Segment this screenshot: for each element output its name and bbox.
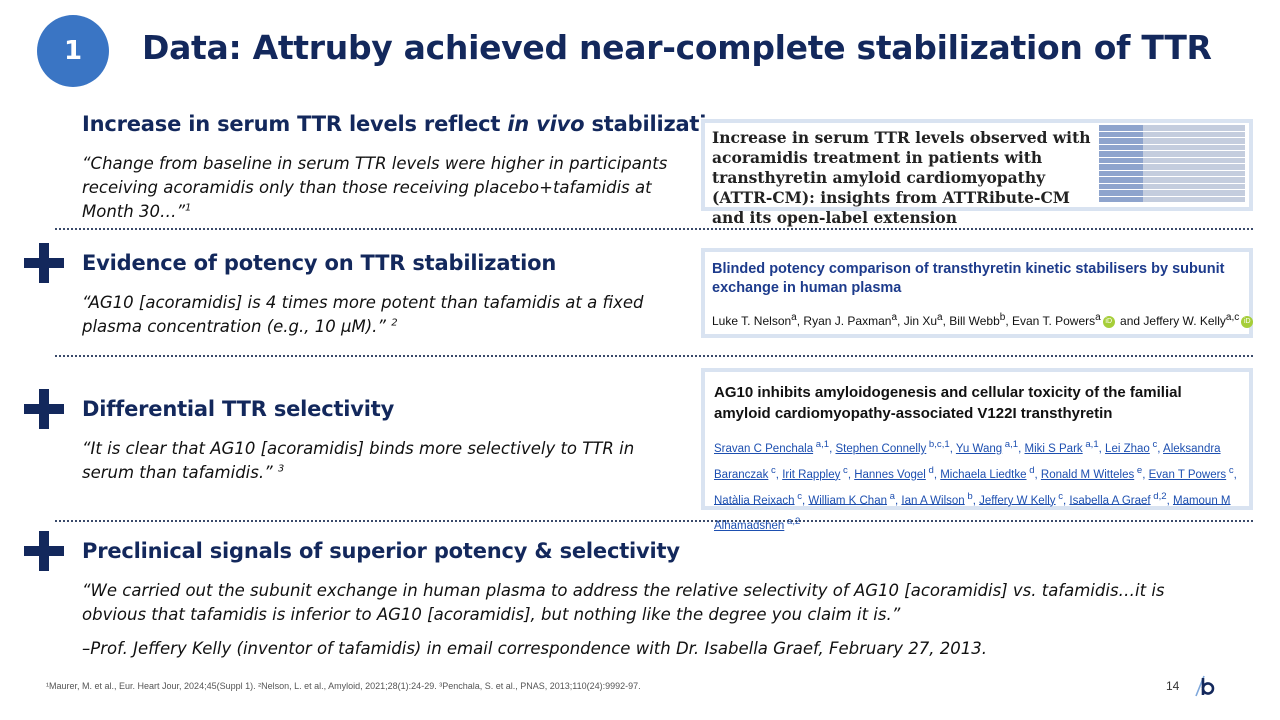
quote-text: “Change from baseline in serum TTR level… xyxy=(82,154,668,221)
author-link[interactable]: Ronald M Witteles xyxy=(1040,468,1135,481)
author-name: Luke T. Nelson xyxy=(712,314,792,328)
slide-title: Data: Attruby achieved near-complete sta… xyxy=(142,28,1212,67)
author-name: Bill Webb xyxy=(949,314,1000,328)
author-affiliation: b,c,1 xyxy=(926,439,950,450)
section-heading-serum-ttr: Increase in serum TTR levels reflect in … xyxy=(82,112,735,136)
author-link[interactable]: William K Chan xyxy=(808,494,887,507)
quote-kelly: “We carried out the subunit exchange in … xyxy=(82,581,1165,624)
author-link[interactable]: Mamoun M Alhamadsheh xyxy=(714,494,1231,533)
paper-card-attribute: Increase in serum TTR levels observed wi… xyxy=(701,119,1253,227)
author-link[interactable]: Lei Zhao xyxy=(1105,442,1150,455)
author-affiliation: a xyxy=(887,490,895,502)
plus-icon xyxy=(24,243,64,283)
orcid-icon[interactable]: iD xyxy=(1241,315,1254,328)
author-link[interactable]: Isabella A Graef xyxy=(1069,494,1151,507)
author-list-thumbnail xyxy=(1099,125,1245,205)
paper-card-penchala: AG10 inhibits amyloidogenesis and cellul… xyxy=(701,368,1253,532)
author-affiliation: a,1 xyxy=(1082,439,1099,450)
paper-title: Blinded potency comparison of transthyre… xyxy=(712,261,1225,296)
author-affiliation: a,1 xyxy=(813,439,830,450)
author-name: Jin Xu xyxy=(903,314,938,328)
author-link[interactable]: Aleksandra Baranczak xyxy=(714,442,1221,481)
author-affiliation: c xyxy=(768,464,776,476)
author-link[interactable]: Sravan C Penchala xyxy=(714,442,814,455)
author-affiliation: c xyxy=(1226,464,1234,476)
quote-attribution: –Prof. Jeffery Kelly (inventor of tafami… xyxy=(82,639,987,658)
author-affiliation: e xyxy=(1134,464,1143,476)
author-affiliation: c xyxy=(1055,490,1064,502)
author-affiliation: a xyxy=(1095,312,1101,323)
author-affiliation: d xyxy=(925,464,934,476)
author-affiliation: c xyxy=(840,464,848,476)
plus-icon xyxy=(24,389,64,429)
author-affiliation: d,2 xyxy=(1150,490,1167,502)
page-number: 14 xyxy=(1166,679,1180,693)
author-link[interactable]: Michaela Liedtke xyxy=(940,468,1027,481)
section-heading-preclinical: Preclinical signals of superior potency … xyxy=(82,539,680,563)
author-affiliation: c xyxy=(794,490,802,502)
author-line: Luke T. Nelsona, Ryan J. Paxmana, Jin Xu… xyxy=(712,312,1255,328)
author-conjunction: and xyxy=(1120,314,1141,328)
quote-selectivity: “It is clear that AG10 [acoramidis] bind… xyxy=(82,437,682,485)
author-affiliation: a xyxy=(937,312,943,323)
author-link[interactable]: Yu Wang xyxy=(955,442,1003,455)
author-affiliation: b xyxy=(999,312,1006,323)
author-link[interactable]: Hannes Vogel xyxy=(854,468,926,481)
author-affiliation: a,1 xyxy=(1002,439,1019,450)
author-affiliation: b xyxy=(964,490,973,502)
author-affiliation: c xyxy=(1149,439,1158,450)
reference-marker: 1 xyxy=(185,202,192,214)
quote-text: “AG10 [acoramidis] is 4 times more poten… xyxy=(82,293,644,336)
author-link[interactable]: Jeffery W Kelly xyxy=(979,494,1056,507)
author-link[interactable]: Ian A Wilson xyxy=(901,494,965,507)
section-divider xyxy=(55,355,1253,357)
author-link[interactable]: Natàlia Reixach xyxy=(714,494,795,507)
paper-title: AG10 inhibits amyloidogenesis and cellul… xyxy=(714,384,1182,422)
author-affiliation: a xyxy=(791,312,797,323)
quote-serum-ttr: “Change from baseline in serum TTR level… xyxy=(82,152,694,224)
section-heading-potency: Evidence of potency on TTR stabilization xyxy=(82,251,557,275)
author-link[interactable]: Miki S Park xyxy=(1024,442,1083,455)
author-link[interactable]: Evan T Powers xyxy=(1148,468,1227,481)
author-affiliation: d xyxy=(1026,464,1035,476)
reference-marker: 3 xyxy=(277,463,285,475)
quote-text: “It is clear that AG10 [acoramidis] bind… xyxy=(82,439,635,482)
company-logo-icon xyxy=(1195,675,1215,697)
author-affiliation: a,c xyxy=(1225,312,1240,323)
heading-italic-text: in vivo xyxy=(507,112,585,136)
author-affiliation: a xyxy=(891,312,898,323)
orcid-icon[interactable]: iD xyxy=(1102,315,1115,328)
author-name: Jeffery W. Kelly xyxy=(1143,314,1226,328)
footnote-references: ¹Maurer, M. et al., Eur. Heart Jour, 202… xyxy=(46,681,641,691)
plus-icon xyxy=(24,531,64,571)
author-name: Ryan J. Paxman xyxy=(803,314,892,328)
author-link[interactable]: Irit Rappley xyxy=(782,468,841,481)
reference-marker: 2 xyxy=(391,317,398,329)
paper-card-nelson: Blinded potency comparison of transthyre… xyxy=(701,248,1255,338)
heading-text: Increase in serum TTR levels reflect xyxy=(82,112,508,136)
paper-title: Increase in serum TTR levels observed wi… xyxy=(712,128,1091,227)
section-heading-selectivity: Differential TTR selectivity xyxy=(82,397,395,421)
author-link[interactable]: Stephen Connelly xyxy=(835,442,927,455)
section-divider xyxy=(55,228,1253,230)
section-number-badge: 1 xyxy=(37,15,109,87)
quote-potency: “AG10 [acoramidis] is 4 times more poten… xyxy=(82,291,682,339)
author-list: Sravan C Penchala a,1, Stephen Connelly … xyxy=(714,439,1237,533)
author-name: Evan T. Powers xyxy=(1011,314,1096,328)
section-divider xyxy=(55,520,1253,522)
